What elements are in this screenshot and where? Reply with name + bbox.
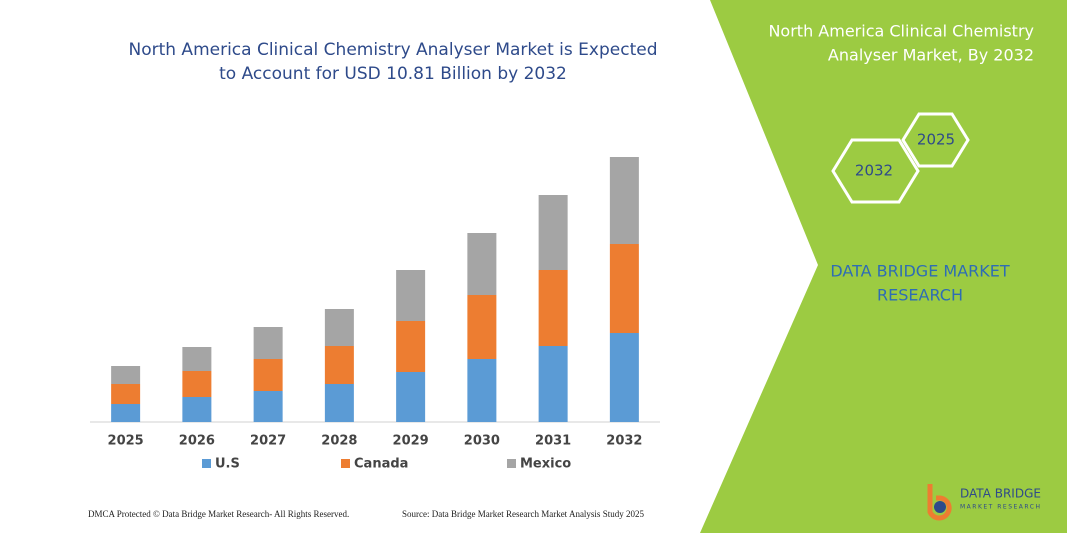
panel-title: North America Clinical Chemistry <box>768 22 1034 41</box>
bar-segment <box>324 384 354 422</box>
chart-title: North America Clinical Chemistry Analyse… <box>128 40 657 60</box>
bar-segment <box>396 321 426 372</box>
legend-swatch <box>202 459 211 468</box>
x-tick-label: 2031 <box>535 434 571 449</box>
brand-text: RESEARCH <box>877 286 963 305</box>
legend-label: Mexico <box>520 457 571 472</box>
bar-segment <box>609 244 639 333</box>
footer-left: DMCA Protected © Data Bridge Market Rese… <box>88 509 349 519</box>
x-tick-label: 2027 <box>250 434 286 449</box>
x-tick-label: 2026 <box>179 434 215 449</box>
bar-segment <box>253 391 283 422</box>
bar-segment <box>538 346 568 422</box>
bar-segment <box>182 347 212 371</box>
x-tick-label: 2028 <box>321 434 357 449</box>
legend-label: U.S <box>215 457 240 472</box>
x-tick-label: 2030 <box>464 434 500 449</box>
panel-title: Analyser Market, By 2032 <box>828 46 1034 65</box>
green-panel <box>700 0 1067 533</box>
bar-segment <box>467 359 497 422</box>
logo-mark <box>934 501 946 513</box>
x-tick-label: 2032 <box>606 434 642 449</box>
legend-swatch <box>341 459 350 468</box>
bar-segment <box>396 270 426 321</box>
bar-segment <box>253 359 283 391</box>
legend-swatch <box>507 459 516 468</box>
legend-label: Canada <box>354 457 408 472</box>
bar-segment <box>111 404 141 422</box>
bar-segment <box>182 397 212 422</box>
footer-right: Source: Data Bridge Market Research Mark… <box>402 509 644 519</box>
bar-segment <box>538 270 568 346</box>
logo-tagline: MARKET RESEARCH <box>960 504 1041 511</box>
x-tick-label: 2029 <box>393 434 429 449</box>
bar-segment <box>467 295 497 359</box>
bar-segment <box>467 233 497 295</box>
bar-segment <box>111 366 141 384</box>
bar-segment <box>538 195 568 270</box>
bar-segment <box>253 327 283 359</box>
bar-segment <box>396 372 426 422</box>
bar-segment <box>182 371 212 397</box>
bar-segment <box>609 157 639 244</box>
hexagon-label: 2025 <box>917 131 955 149</box>
logo-name: DATA BRIDGE <box>960 487 1041 501</box>
chart-title: to Account for USD 10.81 Billion by 2032 <box>219 64 567 84</box>
logo-mark <box>927 484 952 521</box>
bar-segment <box>609 333 639 422</box>
hexagon <box>831 138 920 204</box>
hexagon <box>901 112 970 168</box>
bar-segment <box>324 309 354 346</box>
hexagon-label: 2032 <box>855 162 893 180</box>
bar-segment <box>324 346 354 384</box>
bar-segment <box>111 384 141 404</box>
brand-text: DATA BRIDGE MARKET <box>830 262 1010 281</box>
x-tick-label: 2025 <box>108 434 144 449</box>
